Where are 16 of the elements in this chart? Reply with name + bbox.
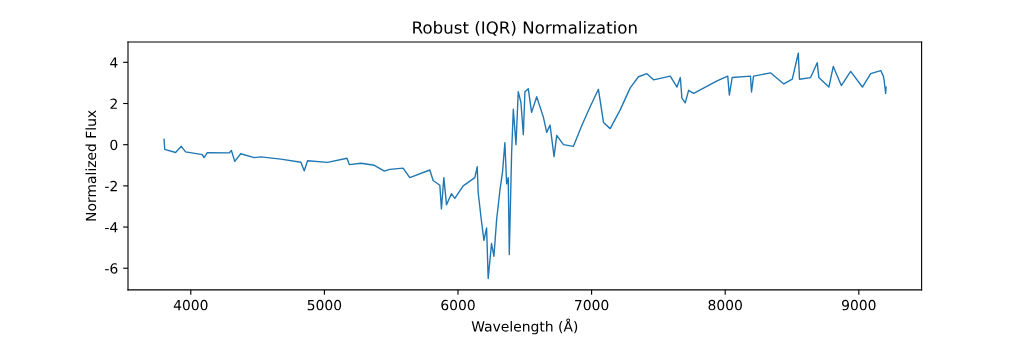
y-tick-label: 2 — [110, 98, 117, 109]
x-axis-title: Wavelength (Å) — [471, 318, 578, 335]
x-tick-label: 9000 — [842, 299, 876, 311]
y-axis-title: Normalized Flux — [85, 110, 97, 221]
y-tick-label: -2 — [105, 180, 117, 192]
chart-title: Robust (IQR) Normalization — [413, 20, 637, 36]
x-tick-label: 7000 — [575, 299, 609, 311]
line-series — [163, 52, 887, 280]
x-tick-label: 4000 — [173, 299, 208, 311]
y-tick-label: 4 — [110, 57, 118, 68]
x-tick-label: 6000 — [441, 299, 475, 311]
y-tick-label: -6 — [105, 263, 118, 274]
y-tick-label: -4 — [105, 222, 118, 233]
x-tick-label: 8000 — [708, 299, 742, 311]
x-tick-label: 5000 — [307, 299, 342, 311]
y-tick-label: 0 — [110, 139, 118, 151]
